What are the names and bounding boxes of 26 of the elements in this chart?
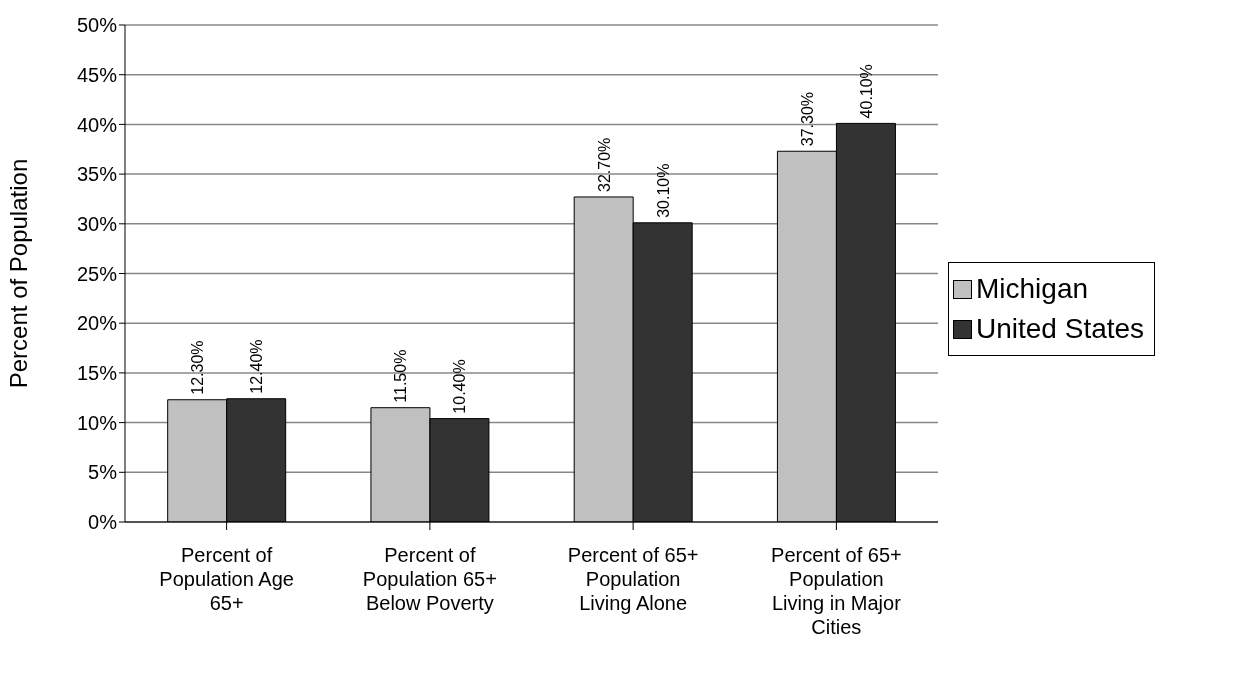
legend-label: United States: [976, 312, 1145, 346]
y-tick-label: 25%: [76, 262, 118, 285]
y-tick-label: 15%: [76, 362, 118, 384]
x-tick-label: Percent of 65+ Population Living Alone: [567, 544, 699, 614]
data-label: 11.50%: [392, 349, 410, 403]
y-tick-label: 40%: [76, 113, 118, 136]
y-tick-label: 45%: [76, 63, 118, 86]
x-tick-label: Percent of Population 65+ Below Poverty: [362, 544, 497, 614]
y-tick-label: 20%: [76, 312, 118, 335]
legend-label: Michigan: [976, 272, 1089, 306]
data-label: 12.40%: [248, 339, 266, 394]
data-label: 30.10%: [654, 163, 672, 218]
y-tick-label: 5%: [88, 461, 118, 484]
data-label: 32.70%: [595, 137, 613, 192]
data-label: 40.10%: [857, 64, 875, 119]
y-axis-title: Percent of Population: [4, 158, 32, 389]
data-label: 10.40%: [451, 359, 469, 414]
x-tick-label: Percent of Population Age 65+: [159, 544, 294, 614]
y-tick-label: 50%: [76, 14, 118, 37]
y-tick-label: 35%: [76, 163, 118, 186]
y-tick-label: 0%: [88, 511, 118, 534]
data-label: 12.30%: [189, 340, 207, 395]
x-tick-label: Percent of 65+ Population Living in Major Cities: [771, 544, 902, 638]
data-label: 37.30%: [798, 91, 816, 147]
y-tick-label: 10%: [76, 411, 118, 434]
y-tick-label: 30%: [76, 212, 118, 235]
